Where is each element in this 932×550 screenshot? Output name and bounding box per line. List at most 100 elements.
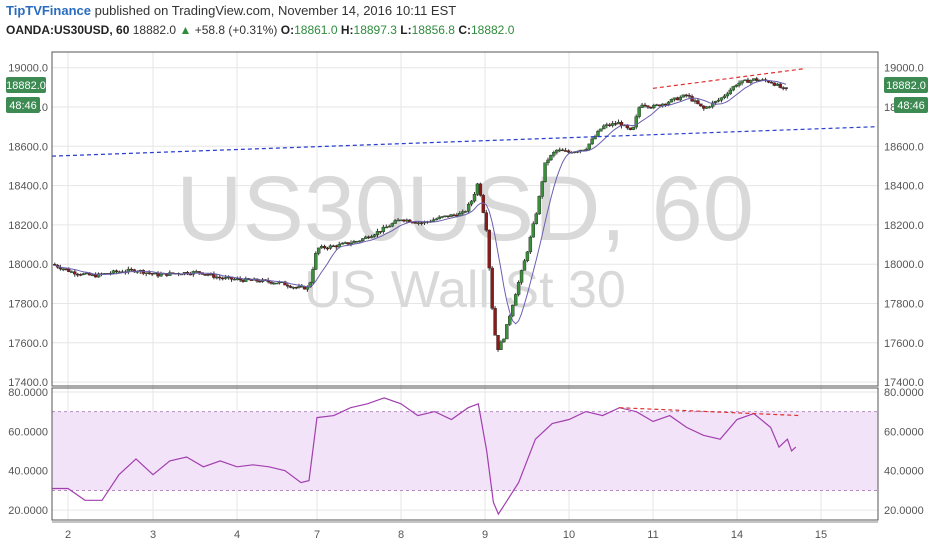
candle-body — [67, 268, 71, 272]
x-tick-label: 14 — [731, 529, 743, 541]
candle-body — [258, 280, 262, 283]
candle-body — [440, 216, 444, 218]
price-tick-label-left: 19000.0 — [8, 63, 48, 75]
candle-body — [61, 268, 65, 271]
price-badges: 18882.0 48:46 18882.0 48:46 — [6, 77, 928, 113]
candle-body — [375, 231, 380, 235]
candle-body — [705, 106, 709, 109]
candle-body — [484, 212, 488, 231]
candle-body — [713, 100, 718, 104]
candle-body — [519, 270, 524, 283]
candle-body — [314, 253, 318, 270]
candle-body — [291, 287, 296, 289]
candle-body — [352, 241, 356, 244]
low-value: 18856.8 — [411, 23, 455, 37]
candle-body — [708, 106, 712, 108]
candle-body — [297, 286, 301, 288]
rsi-line — [52, 397, 797, 516]
candle-body — [73, 271, 77, 275]
rsi-red-trendline — [619, 407, 801, 417]
candle-body — [153, 272, 157, 275]
symbol-label: OANDA:US30USD, 60 — [6, 23, 130, 37]
x-tick-label: 9 — [482, 529, 488, 541]
candle-body — [511, 305, 515, 317]
moving-average-line — [54, 79, 787, 325]
price-panel-frame — [51, 51, 879, 387]
price-tick-label-left: 18600.0 — [8, 141, 48, 153]
candle-body — [431, 219, 436, 222]
candle-body — [288, 286, 293, 288]
candle-body — [496, 335, 500, 350]
candle-body — [508, 315, 512, 325]
price-tick-label-left: 17800.0 — [8, 298, 48, 310]
candle-body — [96, 273, 101, 278]
candle-body — [212, 273, 216, 278]
right-countdown-label: 48:46 — [897, 100, 925, 112]
left-countdown-badge — [6, 97, 40, 113]
candle-body — [566, 150, 571, 153]
price-tick-label-right: 19000.0 — [884, 63, 924, 75]
candle-body — [643, 104, 647, 107]
right-price-badge — [884, 77, 928, 93]
candle-body — [499, 341, 503, 350]
candle-body — [378, 231, 383, 233]
rsi-tick-label-right: 20.0000 — [884, 505, 924, 517]
candle-body — [734, 85, 738, 87]
candle-body — [740, 80, 744, 84]
candle-body — [716, 99, 721, 102]
price-series — [51, 68, 879, 352]
up-arrow-icon: ▲ — [179, 23, 192, 37]
price-tick-label-left: 17400.0 — [8, 377, 48, 389]
x-tick-label: 4 — [234, 529, 240, 541]
candle-body — [640, 104, 644, 108]
candle-body — [775, 83, 780, 86]
candle-body — [634, 116, 638, 128]
candle-body — [652, 105, 656, 108]
candle-body — [434, 218, 438, 221]
x-tick-label: 15 — [815, 529, 827, 541]
candle-body — [549, 155, 553, 161]
candle-body — [218, 276, 222, 279]
candle-body — [328, 245, 333, 249]
candle-body — [655, 104, 659, 106]
candle-body — [322, 245, 327, 249]
candle-body — [241, 279, 245, 282]
candle-body — [340, 243, 344, 245]
candle-body — [710, 102, 715, 107]
candle-body — [493, 308, 497, 336]
rsi-tick-label-left: 80.0000 — [8, 387, 48, 399]
rsi-band — [52, 411, 878, 491]
candle-body — [584, 148, 588, 151]
candle-body — [666, 101, 671, 105]
close-label: C: — [458, 23, 471, 37]
candle-body — [702, 105, 706, 109]
candle-body — [147, 272, 151, 274]
candle-body — [319, 245, 324, 249]
candle-body — [390, 223, 394, 227]
candle-body — [490, 267, 494, 309]
rsi-tick-label-right: 60.0000 — [884, 426, 924, 438]
candle-body — [343, 242, 347, 244]
candle-body — [522, 260, 527, 271]
candle-body — [223, 277, 228, 279]
publisher-brand[interactable]: TipTVFinance — [6, 3, 91, 18]
blue-trendline — [51, 126, 879, 157]
x-tick-label: 2 — [65, 529, 71, 541]
candle-body — [144, 272, 148, 274]
candle-body — [561, 149, 565, 152]
candle-body — [369, 236, 374, 239]
candle-body — [596, 130, 600, 137]
panel-frames — [51, 51, 879, 523]
candle-body — [531, 223, 535, 238]
candle-body — [781, 87, 785, 89]
candle-body — [772, 82, 777, 86]
candle-body — [232, 278, 237, 281]
candle-body — [159, 273, 163, 277]
candle-body — [610, 123, 615, 126]
candle-body — [587, 143, 591, 150]
price-tick-label-right: 18400.0 — [884, 181, 924, 193]
candle-body — [402, 219, 406, 222]
price-tick-label-right: 17400.0 — [884, 377, 924, 389]
red-trendline — [652, 68, 805, 89]
